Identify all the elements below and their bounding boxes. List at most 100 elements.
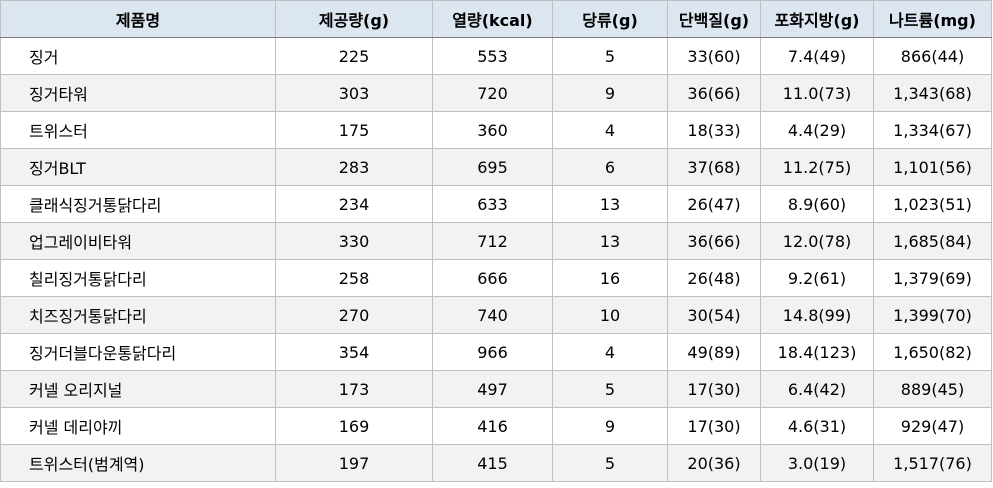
product-name: 징거더블다운통닭다리 (0, 333, 276, 371)
header-cell: 열량(kcal) (432, 0, 553, 38)
table-row: 징거더블다운통닭다리 354 966 4 49(89) 18.4(123) 1,650(82… (0, 333, 992, 371)
table-cell: 258 (275, 259, 433, 297)
table-cell: 26(48) (667, 259, 761, 297)
table-row: 트위스터(범계역) 197 415 5 20(36) 3.0(19) 1,517(76) (0, 444, 992, 482)
table-cell: 1,685(84) (873, 222, 992, 260)
table-cell: 175 (275, 111, 433, 149)
table-cell: 17(30) (667, 370, 761, 408)
table-cell: 18.4(123) (760, 333, 874, 371)
product-name: 칠리징거통닭다리 (0, 259, 276, 297)
header-cell: 나트륨(mg) (873, 0, 992, 38)
table-cell: 303 (275, 74, 433, 112)
header-cell: 포화지방(g) (760, 0, 874, 38)
table-cell: 1,343(68) (873, 74, 992, 112)
table-cell: 197 (275, 444, 433, 482)
table-cell: 37(68) (667, 148, 761, 186)
product-name: 커넬 오리지널 (0, 370, 276, 408)
table-cell: 16 (552, 259, 668, 297)
table-cell: 270 (275, 296, 433, 334)
table-cell: 712 (432, 222, 553, 260)
table-cell: 9 (552, 407, 668, 445)
table-cell: 416 (432, 407, 553, 445)
table-row: 징거타워 303 720 9 36(66) 11.0(73) 1,343(68) (0, 74, 992, 112)
table-cell: 4.4(29) (760, 111, 874, 149)
table-cell: 5 (552, 370, 668, 408)
table-row: 트위스터 175 360 4 18(33) 4.4(29) 1,334(67) (0, 111, 992, 149)
table-cell: 49(89) (667, 333, 761, 371)
table-cell: 415 (432, 444, 553, 482)
product-name: 징거BLT (0, 148, 276, 186)
table-cell: 354 (275, 333, 433, 371)
table-cell: 1,379(69) (873, 259, 992, 297)
table-row: 클래식징거통닭다리 234 633 13 26(47) 8.9(60) 1,023(51) (0, 185, 992, 223)
table-cell: 234 (275, 185, 433, 223)
table-cell: 173 (275, 370, 433, 408)
table-cell: 18(33) (667, 111, 761, 149)
product-name: 징거타워 (0, 74, 276, 112)
table-cell: 4 (552, 333, 668, 371)
table-cell: 169 (275, 407, 433, 445)
table-cell: 7.4(49) (760, 37, 874, 75)
table-cell: 14.8(99) (760, 296, 874, 334)
table-row: 커넬 오리지널 173 497 5 17(30) 6.4(42) 889(45) (0, 370, 992, 408)
table-cell: 33(60) (667, 37, 761, 75)
table-cell: 1,650(82) (873, 333, 992, 371)
table-cell: 889(45) (873, 370, 992, 408)
table-cell: 695 (432, 148, 553, 186)
table-cell: 36(66) (667, 222, 761, 260)
table-cell: 720 (432, 74, 553, 112)
table-cell: 20(36) (667, 444, 761, 482)
table-cell: 10 (552, 296, 668, 334)
header-cell: 당류(g) (552, 0, 668, 38)
product-name: 업그레이비타워 (0, 222, 276, 260)
table-cell: 13 (552, 222, 668, 260)
table-cell: 12.0(78) (760, 222, 874, 260)
table-body: 징거 225 553 5 33(60) 7.4(49) 866(44) 징거타워 303 720 9… (0, 37, 992, 482)
table-cell: 3.0(19) (760, 444, 874, 482)
table-cell: 36(66) (667, 74, 761, 112)
table-cell: 4 (552, 111, 668, 149)
table-cell: 283 (275, 148, 433, 186)
table-cell: 6.4(42) (760, 370, 874, 408)
product-name: 트위스터(범계역) (0, 444, 276, 482)
header-cell: 제품명 (0, 0, 276, 38)
table-row: 업그레이비타워 330 712 13 36(66) 12.0(78) 1,685(84) (0, 222, 992, 260)
table-cell: 1,334(67) (873, 111, 992, 149)
table-cell: 30(54) (667, 296, 761, 334)
product-name: 트위스터 (0, 111, 276, 149)
table-cell: 9 (552, 74, 668, 112)
table-row: 징거 225 553 5 33(60) 7.4(49) 866(44) (0, 37, 992, 75)
table-cell: 6 (552, 148, 668, 186)
table-cell: 4.6(31) (760, 407, 874, 445)
product-name: 커넬 데리야끼 (0, 407, 276, 445)
table-row: 치즈징거통닭다리 270 740 10 30(54) 14.8(99) 1,399(70) (0, 296, 992, 334)
table-cell: 1,517(76) (873, 444, 992, 482)
table-row: 징거BLT 283 695 6 37(68) 11.2(75) 1,101(56) (0, 148, 992, 186)
table-cell: 929(47) (873, 407, 992, 445)
product-name: 징거 (0, 37, 276, 75)
product-name: 클래식징거통닭다리 (0, 185, 276, 223)
table-cell: 11.0(73) (760, 74, 874, 112)
header-cell: 단백질(g) (667, 0, 761, 38)
product-name: 치즈징거통닭다리 (0, 296, 276, 334)
table-cell: 11.2(75) (760, 148, 874, 186)
header-cell: 제공량(g) (275, 0, 433, 38)
table-cell: 1,399(70) (873, 296, 992, 334)
table-row: 칠리징거통닭다리 258 666 16 26(48) 9.2(61) 1,379(69) (0, 259, 992, 297)
table-cell: 553 (432, 37, 553, 75)
table-cell: 666 (432, 259, 553, 297)
table-cell: 9.2(61) (760, 259, 874, 297)
table-cell: 1,101(56) (873, 148, 992, 186)
table-cell: 330 (275, 222, 433, 260)
table-cell: 5 (552, 37, 668, 75)
header-row: 제품명 제공량(g) 열량(kcal) 당류(g) 단백질(g) 포화지방(g) 나트륨(m… (0, 0, 992, 38)
table-cell: 225 (275, 37, 433, 75)
table-cell: 13 (552, 185, 668, 223)
table-row: 커넬 데리야끼 169 416 9 17(30) 4.6(31) 929(47) (0, 407, 992, 445)
table-cell: 866(44) (873, 37, 992, 75)
table-cell: 26(47) (667, 185, 761, 223)
table-cell: 497 (432, 370, 553, 408)
table-cell: 5 (552, 444, 668, 482)
